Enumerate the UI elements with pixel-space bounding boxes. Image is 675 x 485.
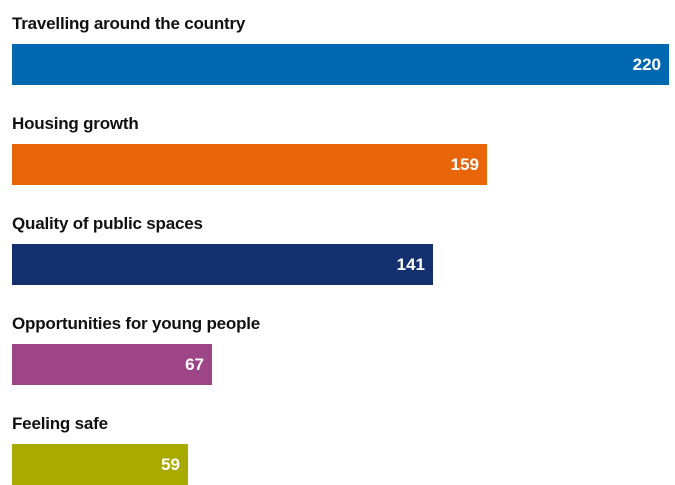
- value-label: 59: [161, 455, 180, 474]
- bar: 59: [12, 444, 188, 485]
- bar: 220: [12, 44, 669, 85]
- category-label: Opportunities for young people: [12, 314, 261, 333]
- category-label: Feeling safe: [12, 414, 108, 433]
- value-label: 159: [450, 155, 479, 174]
- category-label: Housing growth: [12, 114, 139, 133]
- value-label: 67: [185, 355, 204, 374]
- bar: 159: [12, 144, 487, 185]
- category-label: Travelling around the country: [12, 14, 246, 33]
- value-label: 141: [396, 255, 425, 274]
- bar: 67: [12, 344, 212, 385]
- category-label: Quality of public spaces: [12, 214, 203, 233]
- value-label: 220: [632, 55, 661, 74]
- bar: 141: [12, 244, 433, 285]
